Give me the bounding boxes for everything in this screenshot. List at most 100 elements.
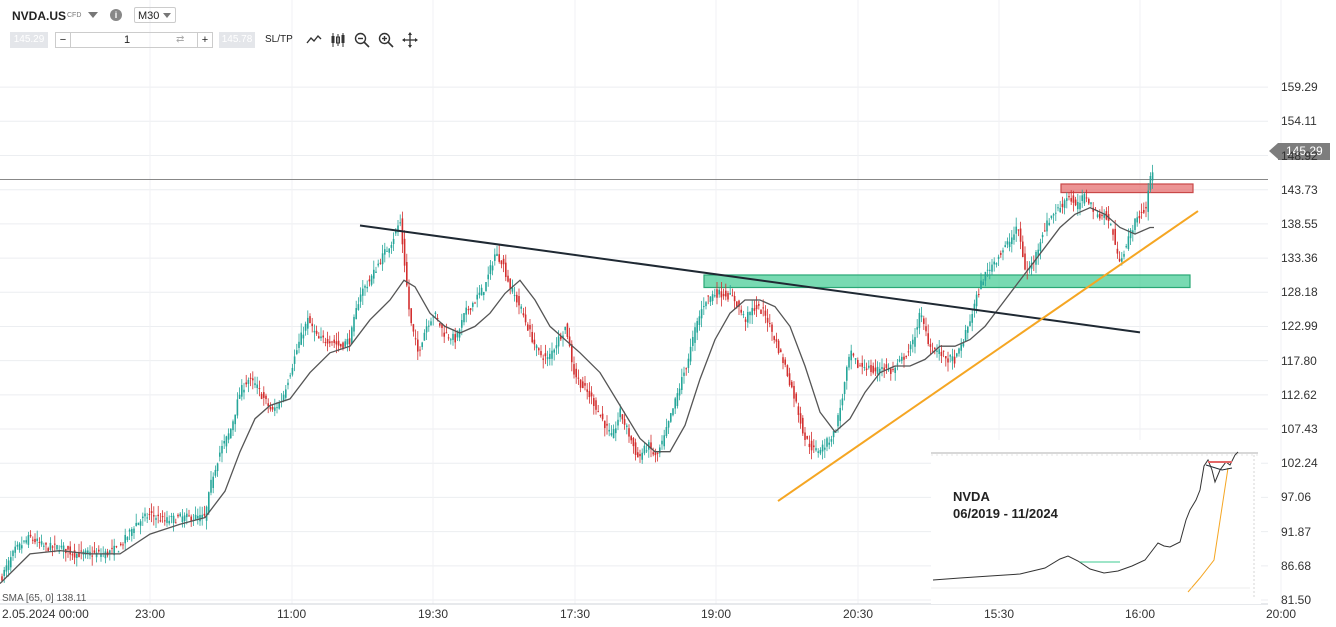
- candle-body: [494, 254, 496, 261]
- candle-body: [115, 546, 118, 548]
- candle-body: [758, 304, 760, 306]
- candle-body: [898, 359, 901, 362]
- candle-body: [408, 286, 410, 310]
- candle-body: [117, 551, 120, 553]
- candle-body: [390, 244, 393, 248]
- y-tick-label: 97.06: [1281, 490, 1312, 505]
- ask-price[interactable]: 145.78: [219, 32, 255, 48]
- candle-body: [21, 545, 23, 549]
- candle-body: [159, 520, 162, 522]
- candle-body: [808, 443, 811, 448]
- candle-body: [150, 511, 153, 514]
- bid-price[interactable]: 145.29: [10, 32, 48, 48]
- zoom-out-icon[interactable]: [353, 31, 371, 49]
- candle-body: [604, 420, 606, 429]
- line-chart-icon[interactable]: [305, 31, 323, 49]
- candle-body: [212, 476, 214, 489]
- candle-body: [806, 435, 808, 439]
- y-tick-label: 128.18: [1281, 285, 1318, 300]
- symbol-dropdown-icon[interactable]: [88, 12, 98, 18]
- candle-body: [1070, 198, 1072, 202]
- crosshair-icon[interactable]: [401, 31, 419, 49]
- candle-body: [1129, 229, 1132, 239]
- candle-body: [214, 469, 217, 476]
- candle-body: [962, 342, 965, 347]
- candle-body: [498, 254, 500, 262]
- candle-body: [553, 349, 555, 353]
- candles-icon[interactable]: [329, 31, 347, 49]
- candle-body: [241, 385, 243, 397]
- candle-body: [1145, 206, 1147, 209]
- indicator-legend[interactable]: SMA [65, 0] 138.11: [2, 593, 87, 604]
- candle-body: [854, 358, 857, 360]
- candle-body: [1138, 215, 1141, 219]
- y-tick-label: 154.11: [1281, 114, 1317, 129]
- candle-body: [47, 548, 49, 551]
- candle-body: [590, 392, 593, 397]
- candle-body: [375, 271, 377, 273]
- candle-body: [322, 335, 324, 338]
- candle-body: [940, 351, 943, 357]
- candle-body: [377, 263, 379, 266]
- candle-body: [71, 554, 74, 556]
- candle-body: [7, 560, 10, 570]
- candle-body: [566, 323, 569, 337]
- candle-body: [309, 316, 311, 324]
- candle-body: [1017, 229, 1020, 231]
- candle-body: [335, 341, 338, 345]
- candle-body: [874, 367, 877, 372]
- y-tick-label: 102.24: [1281, 456, 1318, 471]
- quantity-stepper[interactable]: − 1 ⇄ +: [55, 32, 213, 48]
- support-zone[interactable]: [703, 274, 1191, 289]
- candle-body: [953, 356, 956, 364]
- candle-body: [881, 367, 883, 369]
- candle-body: [194, 514, 197, 520]
- candle-body: [885, 364, 888, 368]
- candle-body: [929, 344, 932, 347]
- candle-body: [527, 324, 529, 331]
- zoom-in-icon[interactable]: [377, 31, 395, 49]
- candle-body: [403, 238, 406, 266]
- candle-body: [133, 528, 135, 534]
- ascending-trendline[interactable]: [777, 210, 1199, 502]
- candle-body: [54, 543, 56, 545]
- timeframe-select[interactable]: M30: [134, 7, 176, 23]
- decrease-button[interactable]: −: [56, 33, 71, 47]
- candle-body: [1011, 237, 1013, 245]
- candle-body: [1081, 195, 1083, 201]
- candle-body: [124, 534, 126, 544]
- candle-body: [238, 394, 241, 399]
- candle-body: [5, 565, 8, 572]
- candle-body: [95, 552, 98, 558]
- candle-body: [964, 329, 967, 341]
- candle-body: [219, 452, 221, 457]
- candle-body: [564, 326, 566, 331]
- symbol-label[interactable]: NVDA.US: [12, 9, 67, 23]
- candle-body: [1013, 234, 1015, 240]
- candle-body: [925, 326, 927, 332]
- swap-icon[interactable]: ⇄: [176, 34, 185, 45]
- candle-body: [892, 369, 894, 371]
- candle-body: [157, 514, 159, 517]
- candle-body: [1151, 172, 1154, 181]
- candle-body: [645, 450, 648, 452]
- candle-body: [540, 351, 542, 356]
- candle-body: [161, 516, 164, 518]
- candle-body: [630, 436, 632, 441]
- candle-body: [846, 367, 848, 381]
- candle-body: [956, 353, 958, 357]
- candle-body: [997, 256, 1000, 259]
- quantity-value[interactable]: 1: [124, 34, 131, 46]
- candle-body: [461, 320, 463, 328]
- increase-button[interactable]: +: [197, 33, 212, 47]
- candle-body: [1096, 214, 1099, 217]
- candle-body: [753, 308, 756, 311]
- candle-body: [689, 346, 692, 362]
- resistance-zone[interactable]: [1060, 183, 1194, 194]
- candlestick-series: [1, 164, 1154, 583]
- info-icon[interactable]: i: [110, 9, 122, 21]
- sltp-button[interactable]: SL/TP: [265, 34, 293, 45]
- candle-body: [830, 439, 833, 442]
- descending-trendline[interactable]: [359, 224, 1141, 334]
